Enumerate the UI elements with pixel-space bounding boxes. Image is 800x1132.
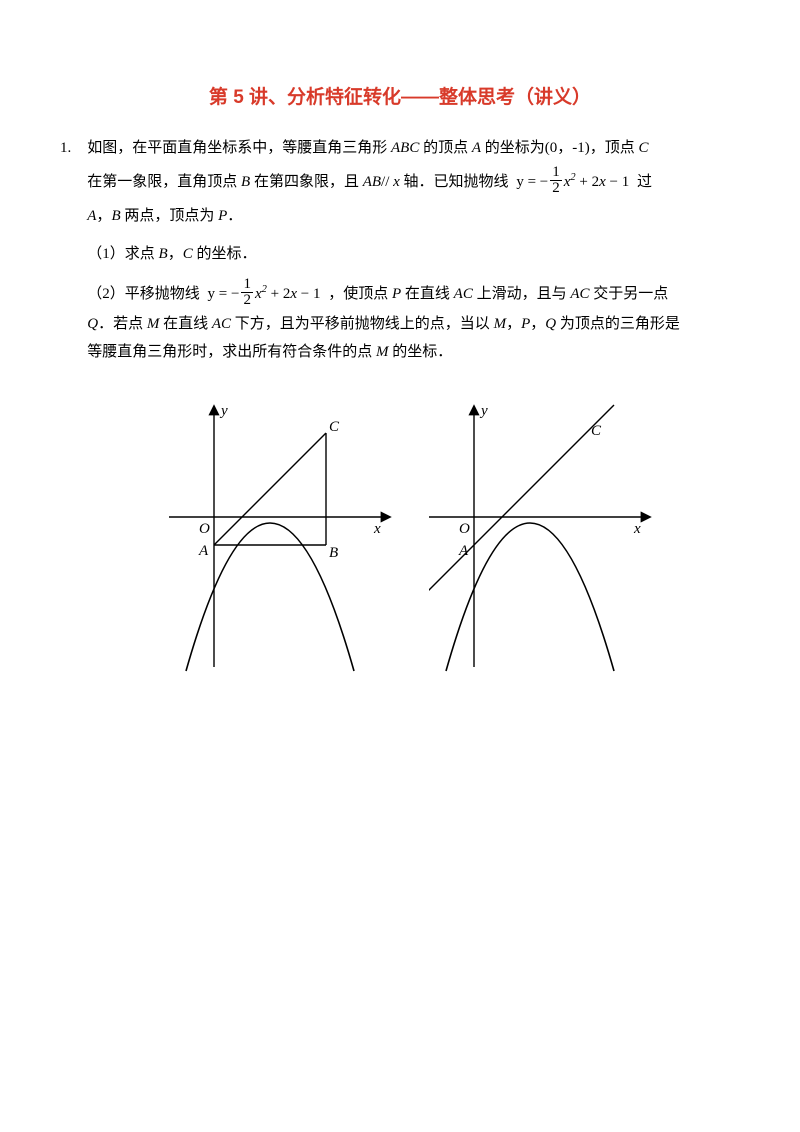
t: 两点，顶点为 [121,208,219,224]
m: P [218,208,227,224]
t: 上滑动，且与 [473,286,571,302]
m: AC [212,316,231,332]
m: P [392,286,401,302]
m: M [147,316,160,332]
m: AB [363,174,381,190]
problem-1: 1. 如图，在平面直角坐标系中，等腰直角三角形 ABC 的顶点 A 的坐标为(0… [60,134,740,677]
t: ，使顶点 [328,286,392,302]
para-2: 在第一象限，直角顶点 B 在第四象限，且 AB// x 轴．已知抛物线 y = … [87,167,740,198]
m: A [472,140,481,156]
question-1: （1）求点 B，C 的坐标． [87,240,740,269]
para-1: 如图，在平面直角坐标系中，等腰直角三角形 ABC 的顶点 A 的坐标为(0，-1… [87,134,740,163]
t: 在第四象限，且 [250,174,363,190]
page-title: 第 5 讲、分析特征转化——整体思考（讲义） [60,80,740,116]
t: 交于另一点 [590,286,669,302]
t: 在第一象限，直角顶点 [87,174,241,190]
m: x [389,174,403,190]
lbl-O: O [199,521,210,537]
t: ．若点 [98,316,147,332]
problem-body: 如图，在平面直角坐标系中，等腰直角三角形 ABC 的顶点 A 的坐标为(0，-1… [87,134,740,677]
lbl-x: x [373,521,381,537]
t: ， [168,246,183,262]
t: 等腰直角三角形时，求出所有符合条件的点 [87,344,376,360]
lbl-A2: A [458,543,469,559]
lbl-O2: O [459,521,470,537]
t: 的坐标为(0，-1)，顶点 [481,140,639,156]
t: ， [506,316,521,332]
m: M [376,344,389,360]
question-2: （2）平移抛物线 y = −12x2 + 2x − 1 ，使顶点 P 在直线 A… [87,279,740,367]
lbl-B: B [329,545,338,561]
t: 在直线 [159,316,212,332]
lbl-A: A [198,543,209,559]
formula-1: y = −12x2 + 2x − 1 [516,167,629,198]
lbl-C2: C [591,423,602,439]
t: 的坐标． [389,344,453,360]
m: ABC [391,140,419,156]
t: ， [96,208,111,224]
problem-number: 1. [60,134,71,677]
t: （2）平移抛物线 [87,286,200,302]
m: M [494,316,507,332]
lbl-y2: y [479,403,488,419]
m: C [183,246,193,262]
t: 下方，且为平移前抛物线上的点，当以 [231,316,494,332]
lbl-x2: x [633,521,641,537]
t: 为顶点的三角形是 [556,316,680,332]
t: 过 [637,174,652,190]
m: B [111,208,120,224]
m: B [159,246,168,262]
t: ， [530,316,545,332]
m: AC [454,286,473,302]
m: Q [87,316,98,332]
t: 的坐标． [193,246,257,262]
m: B [241,174,250,190]
lbl-y: y [219,403,228,419]
t: 的顶点 [419,140,472,156]
lbl-C: C [329,419,340,435]
figure-2: y x O A C [429,397,659,677]
figure-1: y x O A B C [169,397,399,677]
formula-2: y = −12x2 + 2x − 1 [208,279,321,310]
t: （1）求点 [87,246,158,262]
para-3: A，B 两点，顶点为 P． [87,202,740,231]
m: Q [545,316,556,332]
m: P [521,316,530,332]
title-text: 第 5 讲、分析特征转化——整体思考（讲义） [209,87,591,108]
t: 轴．已知抛物线 [404,174,509,190]
t: 在直线 [401,286,454,302]
t: ． [227,208,242,224]
figures-row: y x O A B C y x [87,397,740,677]
m: AC [570,286,589,302]
t: 如图，在平面直角坐标系中，等腰直角三角形 [87,140,391,156]
m: C [639,140,649,156]
